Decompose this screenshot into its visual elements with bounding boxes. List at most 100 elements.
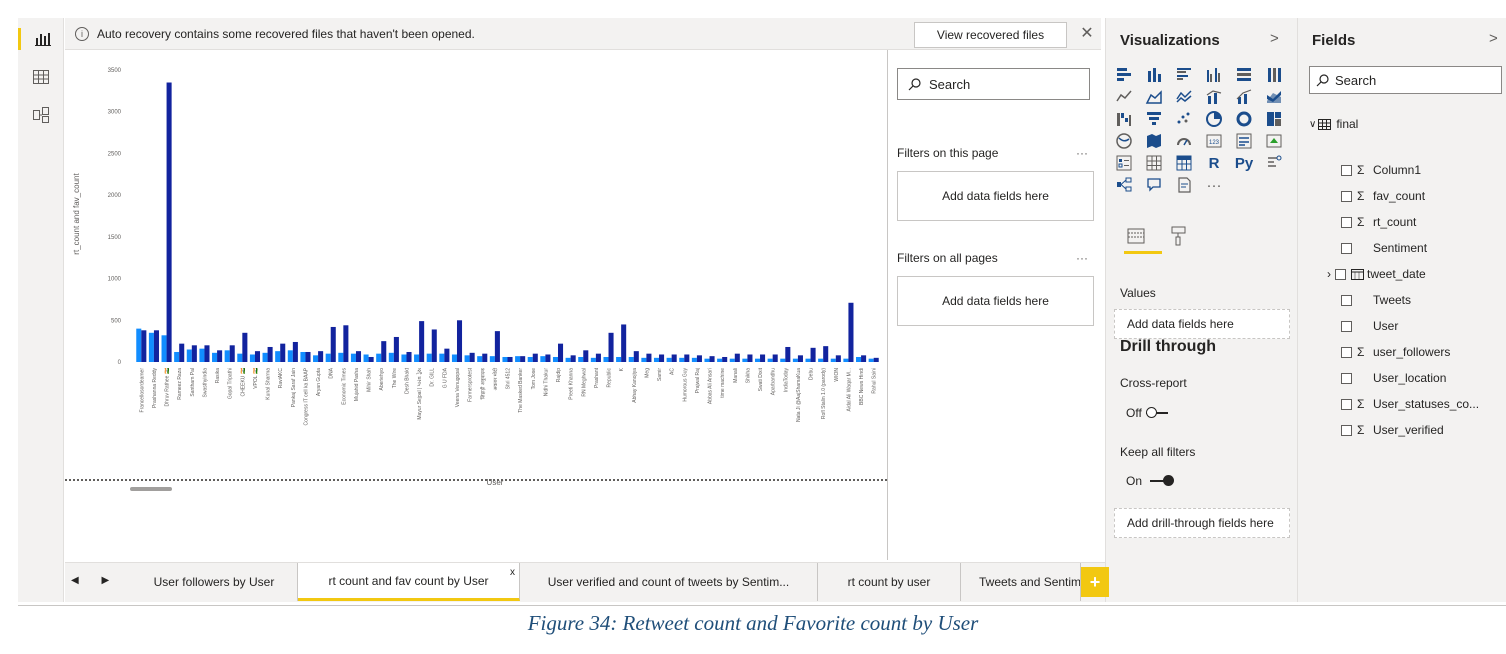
gauge-icon[interactable] [1174, 131, 1194, 151]
bar-rt_count[interactable] [313, 355, 319, 362]
bar-fav_count[interactable] [469, 352, 475, 362]
bar-rt_count[interactable] [426, 353, 432, 362]
bar-rt_count[interactable] [641, 357, 647, 362]
field-item[interactable]: Σ User_verified [1341, 421, 1444, 439]
key-influencers-icon[interactable] [1264, 153, 1284, 173]
field-item[interactable]: Sentiment [1341, 239, 1427, 257]
bar-rt_count[interactable] [350, 353, 356, 362]
bar-fav_count[interactable] [305, 351, 311, 362]
bar-fav_count[interactable] [608, 332, 614, 362]
bar-rt_count[interactable] [161, 335, 167, 362]
bar-rt_count[interactable] [224, 350, 230, 362]
bar-rt_count[interactable] [287, 350, 293, 362]
bar-fav_count[interactable] [747, 354, 753, 362]
bar-rt_count[interactable] [578, 356, 584, 362]
field-checkbox[interactable] [1341, 294, 1352, 306]
report-view-button[interactable] [18, 28, 64, 50]
bar-rt_count[interactable] [325, 353, 331, 362]
qa-icon[interactable] [1144, 175, 1164, 195]
kpi-icon[interactable] [1264, 131, 1284, 151]
bar-rt_count[interactable] [603, 356, 609, 362]
bar-rt_count[interactable] [729, 358, 735, 362]
bar-fav_count[interactable] [797, 355, 803, 362]
table-viz-icon[interactable] [1144, 153, 1164, 173]
view-recovered-files-button[interactable]: View recovered files [914, 22, 1067, 48]
smart-narrative-icon[interactable] [1174, 175, 1194, 195]
bar-rt_count[interactable] [477, 356, 483, 362]
bar-fav_count[interactable] [621, 324, 627, 362]
tab-user-followers[interactable]: User followers by User [131, 563, 298, 601]
bar-fav_count[interactable] [191, 345, 197, 362]
bar-rt_count[interactable] [742, 358, 748, 362]
tab-tweets-and-sentiment[interactable]: Tweets and Sentim [961, 563, 1081, 601]
field-item[interactable]: Tweets [1341, 291, 1411, 309]
bar-rt_count[interactable] [376, 353, 382, 362]
bar-fav_count[interactable] [532, 353, 538, 362]
bar-fav_count[interactable] [558, 343, 564, 362]
clustered-bar-icon[interactable] [1174, 65, 1194, 85]
filled-map-icon[interactable] [1144, 131, 1164, 151]
bar-fav_count[interactable] [179, 343, 185, 362]
bar-rt_count[interactable] [174, 351, 180, 362]
bar-rt_count[interactable] [717, 358, 723, 362]
bar-fav_count[interactable] [709, 356, 715, 362]
bar-rt_count[interactable] [830, 358, 836, 362]
page-filters-dropzone[interactable]: Add data fields here [897, 171, 1094, 221]
donut-chart-icon[interactable] [1234, 109, 1254, 129]
field-checkbox[interactable] [1341, 320, 1352, 332]
field-checkbox[interactable] [1341, 398, 1352, 410]
close-icon[interactable]: ✕ [1080, 25, 1094, 42]
bar-rt_count[interactable] [616, 356, 622, 362]
waterfall-icon[interactable] [1114, 109, 1134, 129]
close-tab-icon[interactable]: x [510, 567, 515, 578]
100-stacked-column-icon[interactable] [1264, 65, 1284, 85]
bar-rt_count[interactable] [249, 354, 255, 362]
format-paint-roller-icon[interactable] [1170, 225, 1188, 247]
field-item[interactable]: Σ Column1 [1341, 161, 1421, 179]
bar-fav_count[interactable] [355, 351, 362, 362]
bar-rt_count[interactable] [653, 357, 660, 362]
bar-rt_count[interactable] [338, 352, 344, 362]
bar-rt_count[interactable] [552, 356, 559, 362]
map-icon[interactable] [1114, 131, 1134, 151]
line-clustered-column-icon[interactable] [1204, 87, 1224, 107]
clustered-column-icon[interactable] [1204, 65, 1224, 85]
collapse-chevron-icon[interactable]: > [1270, 30, 1279, 47]
bar-fav_count[interactable] [810, 347, 816, 362]
area-chart-icon[interactable] [1144, 87, 1164, 107]
bar-fav_count[interactable] [292, 341, 298, 362]
more-visuals-icon[interactable]: ··· [1204, 175, 1224, 195]
bar-fav_count[interactable] [760, 354, 766, 362]
bar-fav_count[interactable] [431, 329, 437, 362]
bar-rt_count[interactable] [262, 352, 268, 362]
bar-rt_count[interactable] [148, 332, 154, 362]
bar-fav_count[interactable] [267, 346, 273, 362]
bar-rt_count[interactable] [489, 356, 495, 362]
bar-fav_count[interactable] [242, 332, 248, 362]
clustered-column-chart[interactable]: 0 500 1000 1500 2000 2500 3000 3500 Francelloso… [65, 50, 887, 500]
drill-through-dropzone[interactable]: Add drill-through fields here [1114, 508, 1290, 538]
bar-rt_count[interactable] [792, 358, 798, 362]
data-view-button[interactable] [29, 66, 53, 88]
bar-fav_count[interactable] [734, 353, 740, 362]
stacked-area-icon[interactable] [1174, 87, 1194, 107]
bar-fav_count[interactable] [684, 354, 690, 362]
bar-fav_count[interactable] [343, 325, 349, 362]
bar-fav_count[interactable] [254, 351, 261, 362]
bar-rt_count[interactable] [451, 354, 457, 362]
field-checkbox[interactable] [1335, 268, 1346, 280]
bar-fav_count[interactable] [823, 346, 829, 362]
field-checkbox[interactable] [1341, 346, 1352, 358]
bar-fav_count[interactable] [873, 357, 879, 362]
bar-rt_count[interactable] [502, 356, 508, 362]
bar-rt_count[interactable] [388, 352, 394, 362]
bar-fav_count[interactable] [381, 341, 387, 362]
decomposition-tree-icon[interactable] [1114, 175, 1134, 195]
bar-rt_count[interactable] [540, 356, 546, 362]
bar-rt_count[interactable] [565, 357, 571, 362]
bar-fav_count[interactable] [141, 330, 147, 362]
filters-search-input[interactable]: Search [897, 68, 1090, 100]
field-checkbox[interactable] [1341, 190, 1352, 202]
